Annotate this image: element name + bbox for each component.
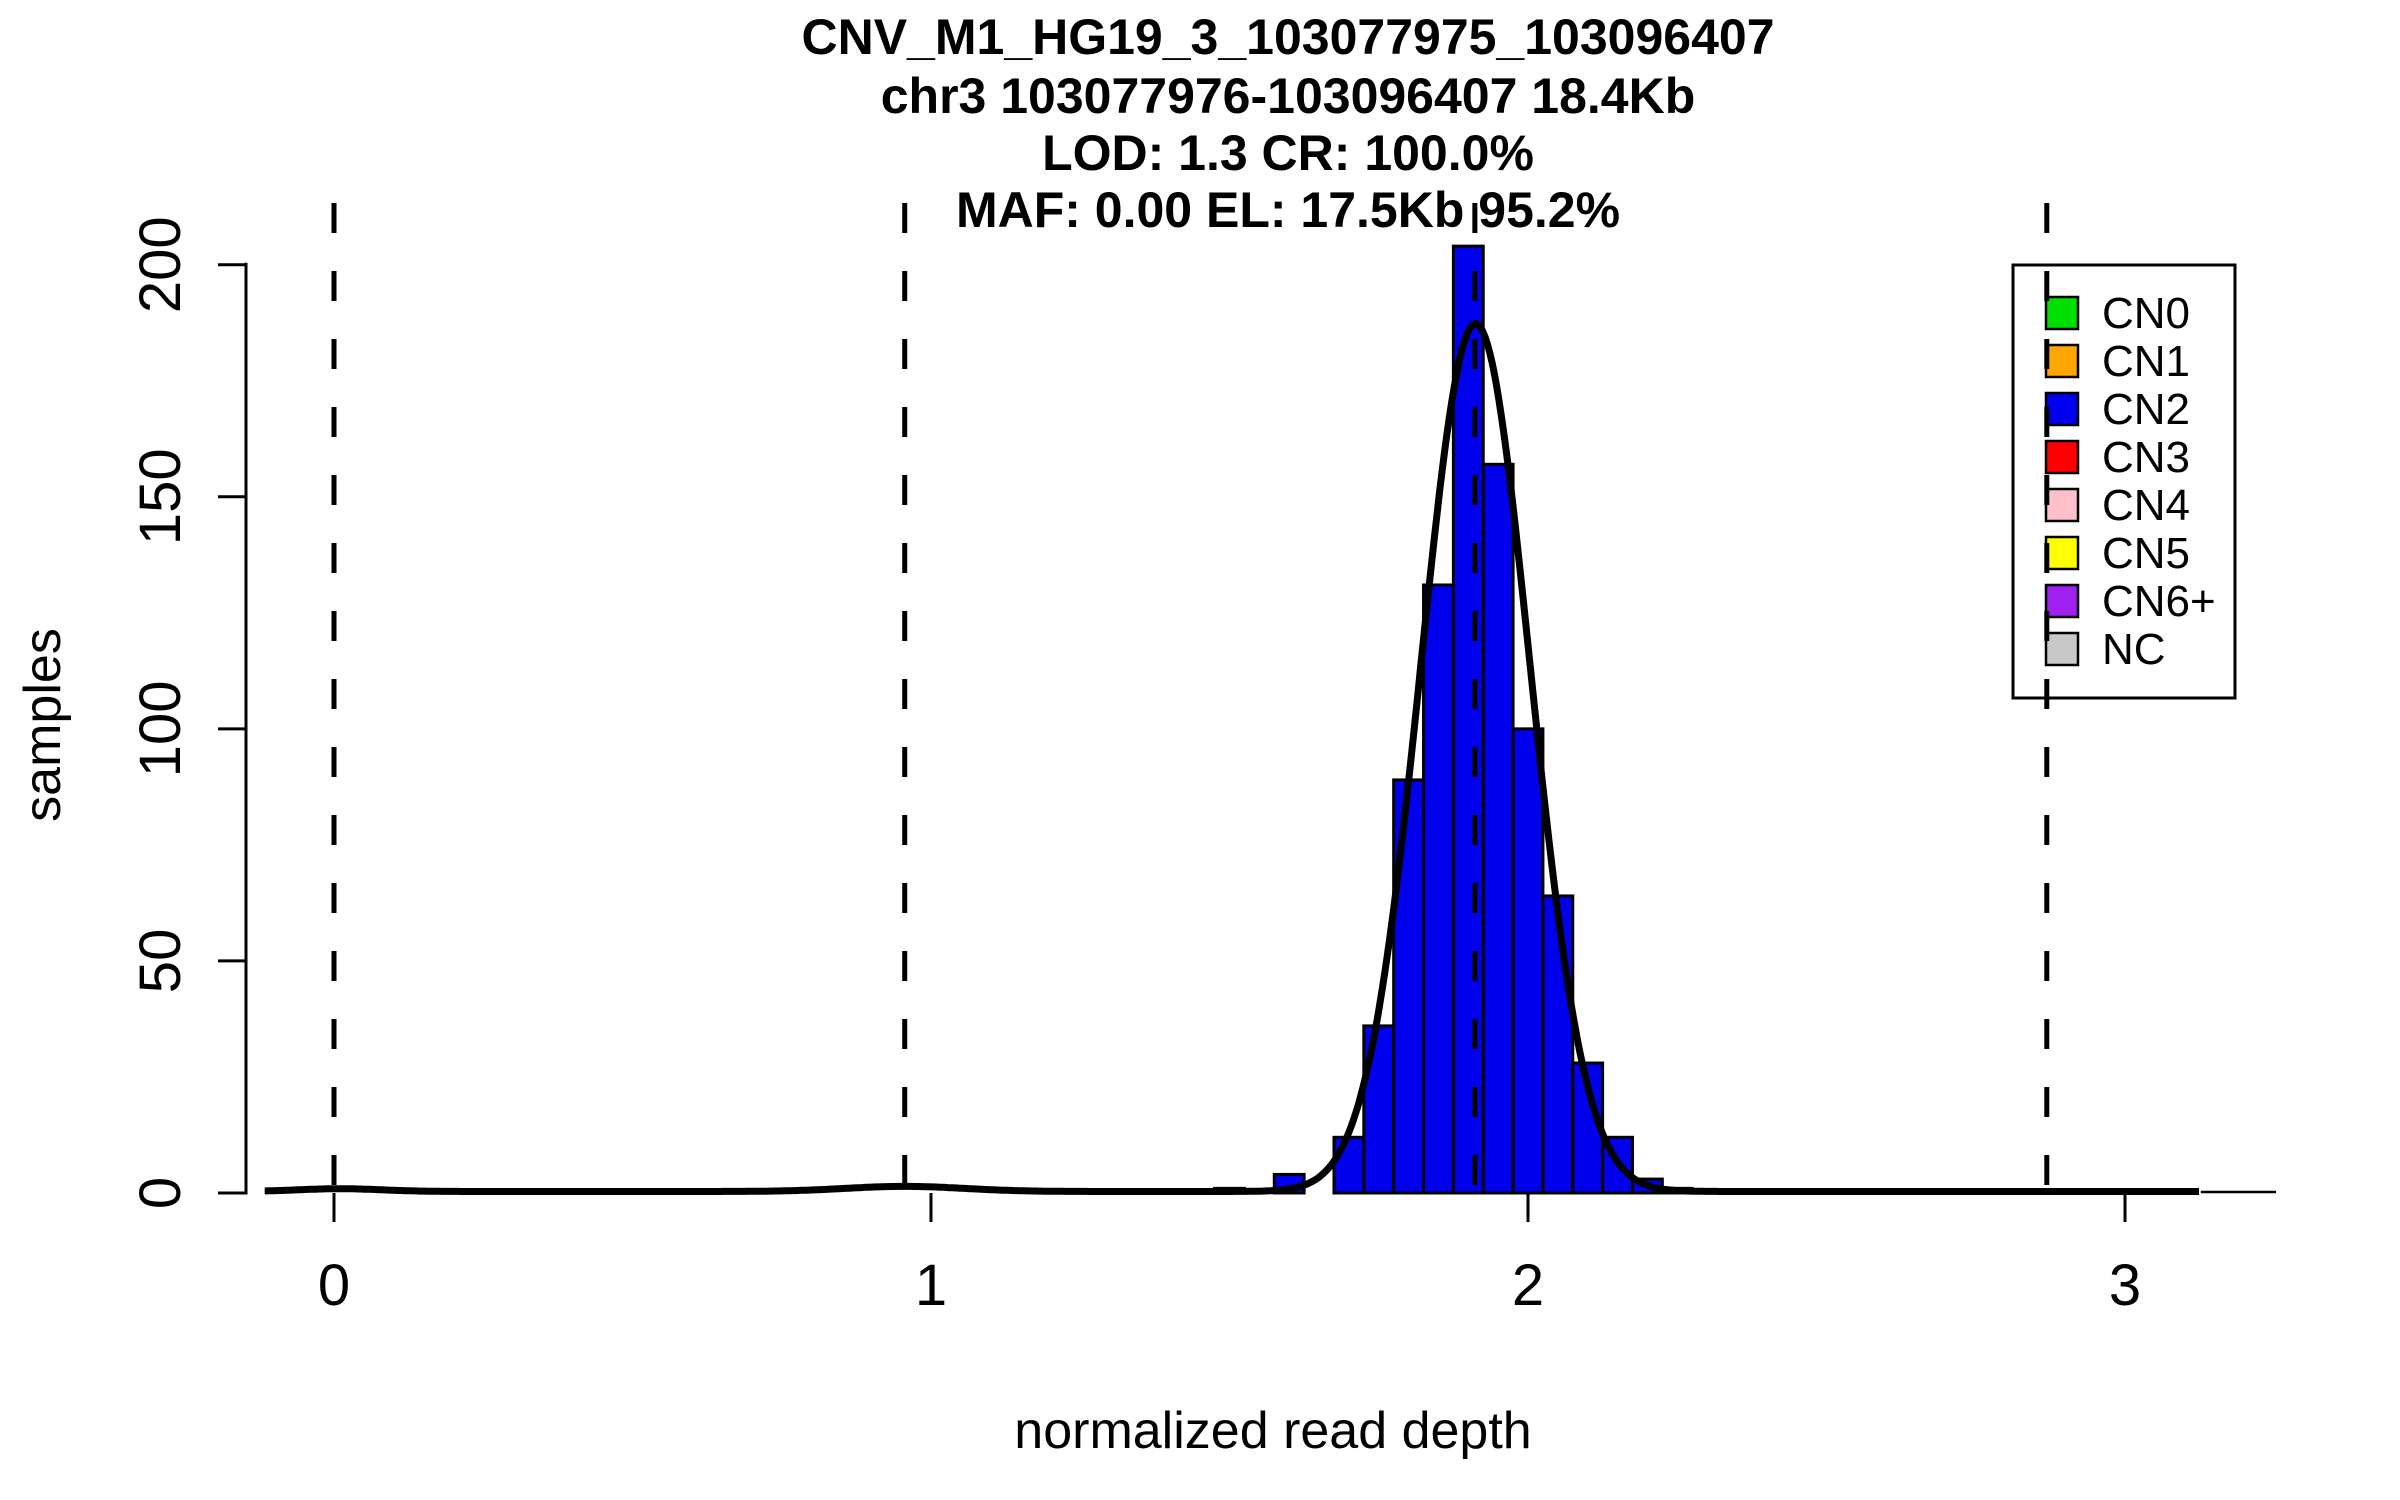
x-axis-label: normalized read depth bbox=[1014, 1402, 1531, 1460]
legend-swatch-CN1 bbox=[2044, 343, 2080, 379]
legend-box bbox=[2011, 263, 2237, 700]
legend-label: CN6+ bbox=[2102, 577, 2216, 626]
plot-title-line-4: MAF: 0.00 EL: 17.5Kb 95.2% bbox=[956, 182, 1620, 238]
legend-label: CN3 bbox=[2102, 433, 2190, 482]
histogram-bar bbox=[1392, 778, 1426, 1195]
y-axis-label: samples bbox=[14, 628, 72, 822]
legend-swatch-CN0 bbox=[2044, 295, 2080, 331]
x-tick-label: 3 bbox=[2109, 1253, 2141, 1318]
legend-swatch-CN5 bbox=[2044, 535, 2080, 571]
histogram-bar bbox=[1422, 583, 1455, 1195]
histogram-bar bbox=[1451, 244, 1485, 1195]
legend-label: CN1 bbox=[2102, 337, 2190, 386]
legend-swatch-CN4 bbox=[2044, 487, 2080, 523]
legend-label: CN5 bbox=[2102, 529, 2190, 578]
legend-swatch-NC bbox=[2044, 631, 2080, 667]
histogram-bar bbox=[1332, 1135, 1366, 1195]
density-curve bbox=[263, 320, 2201, 1195]
y-tick-label: 100 bbox=[128, 680, 193, 777]
plot-title-line-1: CNV_M1_HG19_3_103077975_103096407 bbox=[801, 9, 1774, 65]
y-tick-label: 150 bbox=[128, 448, 193, 545]
legend-label: CN2 bbox=[2102, 385, 2190, 434]
y-tick-label: 50 bbox=[128, 929, 193, 994]
histogram-bar bbox=[1481, 462, 1515, 1195]
x-tick-label: 0 bbox=[318, 1253, 350, 1318]
cluster-mean-lines-layer bbox=[331, 172, 2050, 1185]
x-tick-label: 2 bbox=[1512, 1253, 1544, 1318]
legend-label: NC bbox=[2102, 625, 2166, 674]
histogram-bar bbox=[1511, 727, 1545, 1195]
legend-swatch-CN2 bbox=[2044, 391, 2080, 427]
density-curve-layer bbox=[263, 320, 2276, 1195]
plot-title-line-3: LOD: 1.3 CR: 100.0% bbox=[1042, 125, 1534, 181]
y-tick-label: 0 bbox=[128, 1177, 193, 1209]
legend-swatch-CN3 bbox=[2044, 439, 2080, 475]
legend-label: CN0 bbox=[2102, 289, 2190, 338]
x-tick-label: 1 bbox=[915, 1253, 947, 1318]
legend-swatch-CN6plus bbox=[2044, 583, 2080, 619]
histogram-bar bbox=[1541, 894, 1575, 1195]
y-tick-label: 200 bbox=[128, 216, 193, 313]
axes-layer: 0 50 100 150 200 0 1 2 3 bbox=[128, 216, 2141, 1318]
plot-title-line-2: chr3 103077976-103096407 18.4Kb bbox=[881, 68, 1696, 124]
legend-label: CN4 bbox=[2102, 481, 2190, 530]
